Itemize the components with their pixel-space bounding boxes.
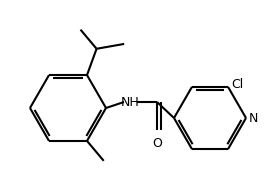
Text: O: O [152, 137, 162, 150]
Text: Cl: Cl [231, 78, 243, 91]
Text: N: N [249, 112, 258, 125]
Text: NH: NH [121, 95, 139, 108]
